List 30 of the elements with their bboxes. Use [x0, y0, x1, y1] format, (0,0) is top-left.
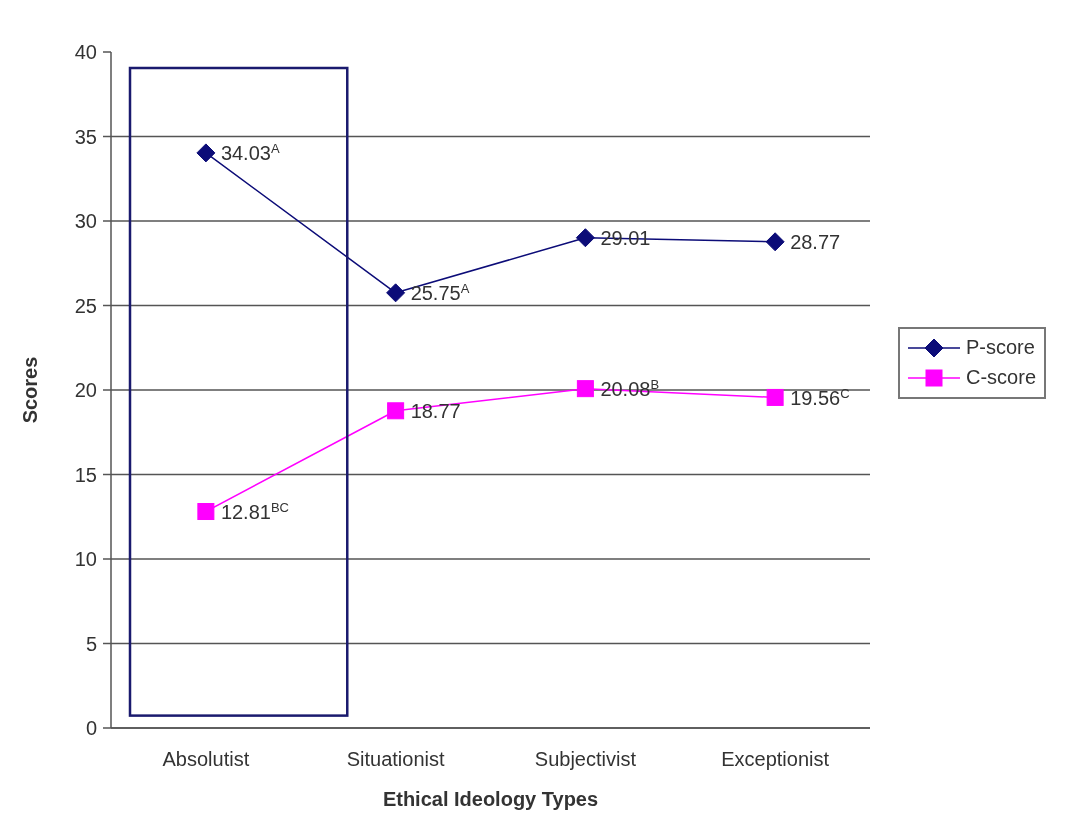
legend-label: C-score: [966, 366, 1037, 390]
data-label: 28.77: [790, 230, 841, 253]
y-tick-label: 15: [74, 463, 97, 486]
point: [386, 283, 406, 303]
y-tick-label: 0: [85, 717, 97, 740]
legend-label: P-score: [966, 336, 1035, 360]
point: [196, 143, 216, 163]
point: [766, 388, 784, 406]
data-label: 12.81$^{BC}$: [220, 499, 289, 523]
data-label: 34.03$^{A}$: [220, 140, 280, 165]
point: [576, 380, 594, 398]
y-axis-title: Scores: [19, 356, 42, 424]
y-tick-label: 35: [74, 125, 97, 148]
point: [765, 232, 785, 252]
y-tick-label: 20: [74, 379, 97, 402]
data-label: 25.75$^{A}$: [410, 280, 470, 305]
y-tick-label: 40: [74, 41, 97, 64]
x-tick-label: Subjectivist: [534, 748, 637, 771]
y-tick-label: 10: [74, 548, 97, 571]
y-tick-label: 30: [74, 210, 97, 233]
point: [575, 228, 595, 248]
data-label: 18.77: [410, 399, 461, 422]
x-tick-label: Absolutist: [162, 748, 250, 771]
y-tick-label: 25: [74, 294, 97, 317]
x-tick-label: Exceptionist: [721, 748, 830, 771]
x-tick-label: Situationist: [346, 748, 445, 771]
point: [387, 402, 405, 420]
y-tick-label: 5: [85, 632, 97, 655]
x-axis-title: Ethical Ideology Types: [382, 788, 599, 810]
point: [197, 503, 215, 521]
